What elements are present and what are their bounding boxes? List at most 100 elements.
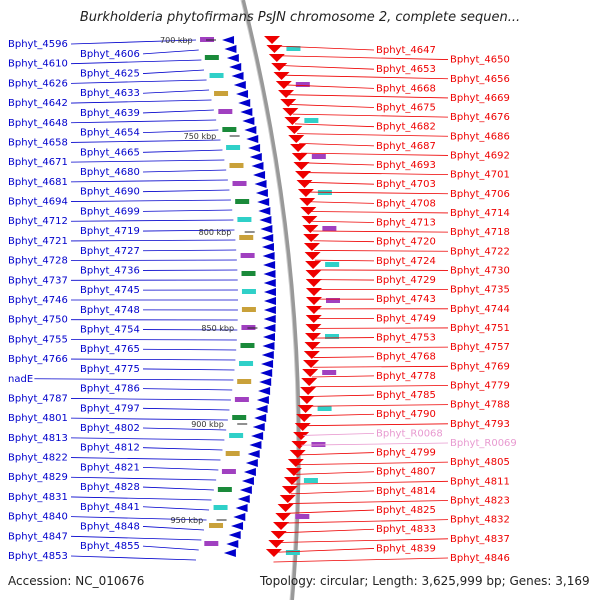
left-gene-label[interactable]: Bphyt_4787 <box>8 393 68 404</box>
left-gene-label[interactable]: Bphyt_4719 <box>80 226 140 237</box>
left-gene-label[interactable]: Bphyt_4633 <box>80 88 140 99</box>
right-gene-label[interactable]: Bphyt_4839 <box>376 543 436 554</box>
left-gene-label[interactable]: Bphyt_4690 <box>80 187 140 198</box>
right-gene-label[interactable]: Bphyt_4653 <box>376 64 436 75</box>
left-gene-label[interactable]: Bphyt_4748 <box>80 305 140 316</box>
left-gene-label[interactable]: Bphyt_4813 <box>8 433 68 444</box>
left-gene-label[interactable]: Bphyt_4658 <box>8 137 68 148</box>
right-gene-label[interactable]: Bphyt_4807 <box>376 467 436 478</box>
right-gene-label[interactable]: Bphyt_4744 <box>450 304 510 315</box>
right-gene-label[interactable]: Bphyt_4769 <box>450 361 510 372</box>
left-gene-label[interactable]: nadE <box>8 374 33 385</box>
left-gene-label[interactable]: Bphyt_4721 <box>8 236 68 247</box>
left-gene-label[interactable]: Bphyt_4642 <box>8 98 68 109</box>
left-gene-label[interactable]: Bphyt_4828 <box>80 482 140 493</box>
right-gene-label[interactable]: Bphyt_4686 <box>450 131 510 142</box>
right-gene-label[interactable]: Bphyt_4757 <box>450 342 510 353</box>
left-gene-label[interactable]: Bphyt_4802 <box>80 423 140 434</box>
left-gene-label[interactable]: Bphyt_4821 <box>80 462 140 473</box>
right-gene-label[interactable]: Bphyt_4675 <box>376 103 436 114</box>
right-gene-label[interactable]: Bphyt_4743 <box>376 294 436 305</box>
left-gene-label[interactable]: Bphyt_4681 <box>8 177 68 188</box>
left-gene-label[interactable]: Bphyt_4699 <box>80 206 140 217</box>
right-gene-label[interactable]: Bphyt_4682 <box>376 122 436 133</box>
right-gene-label[interactable]: Bphyt_4722 <box>450 246 510 257</box>
left-gene-label[interactable]: Bphyt_4745 <box>80 285 140 296</box>
right-gene-label[interactable]: Bphyt_4753 <box>376 333 436 344</box>
right-gene-label[interactable]: Bphyt_4790 <box>376 409 436 420</box>
left-gene-label[interactable]: Bphyt_4755 <box>8 334 68 345</box>
left-gene-label[interactable]: Bphyt_4855 <box>80 541 140 552</box>
right-gene-label[interactable]: Bphyt_4713 <box>376 218 436 229</box>
right-gene-label[interactable]: Bphyt_4846 <box>450 553 510 564</box>
left-gene-label[interactable]: Bphyt_4648 <box>8 118 68 129</box>
right-gene-label[interactable]: Bphyt_4837 <box>450 534 510 545</box>
right-gene-label[interactable]: Bphyt_4788 <box>450 400 510 411</box>
left-gene-label[interactable]: Bphyt_4786 <box>80 384 140 395</box>
right-gene-label[interactable]: Bphyt_4701 <box>450 170 510 181</box>
left-gene-label[interactable]: Bphyt_4626 <box>8 78 68 89</box>
right-gene-label[interactable]: Bphyt_4825 <box>376 505 436 516</box>
right-gene-label[interactable]: Bphyt_4650 <box>450 55 510 66</box>
right-gene-label[interactable]: Bphyt_4687 <box>376 141 436 152</box>
left-gene-label[interactable]: Bphyt_4841 <box>80 502 140 513</box>
right-gene-label[interactable]: Bphyt_4647 <box>376 45 436 56</box>
left-gene-label[interactable]: Bphyt_4765 <box>80 344 140 355</box>
left-gene-label[interactable]: Bphyt_4848 <box>80 521 140 532</box>
left-gene-label[interactable]: Bphyt_4853 <box>8 551 68 562</box>
right-gene-label[interactable]: Bphyt_4833 <box>376 524 436 535</box>
left-gene-label[interactable]: Bphyt_4775 <box>80 364 140 375</box>
left-gene-label[interactable]: Bphyt_4639 <box>80 108 140 119</box>
left-gene-label[interactable]: Bphyt_4831 <box>8 492 68 503</box>
right-gene-label[interactable]: Bphyt_4805 <box>450 457 510 468</box>
left-gene-label[interactable]: Bphyt_4829 <box>8 472 68 483</box>
left-gene-label[interactable]: Bphyt_4610 <box>8 59 68 70</box>
right-gene-label[interactable]: Bphyt_4811 <box>450 476 510 487</box>
left-gene-label[interactable]: Bphyt_4625 <box>80 69 140 80</box>
right-gene-label[interactable]: Bphyt_R0069 <box>450 438 517 449</box>
right-gene-label[interactable]: Bphyt_4693 <box>376 160 436 171</box>
left-gene-label[interactable]: Bphyt_4822 <box>8 453 68 464</box>
right-gene-label[interactable]: Bphyt_4724 <box>376 256 436 267</box>
left-gene-label[interactable]: Bphyt_4737 <box>8 275 68 286</box>
left-gene-label[interactable]: Bphyt_4654 <box>80 128 140 139</box>
left-gene-label[interactable]: Bphyt_4694 <box>8 197 68 208</box>
left-gene-label[interactable]: Bphyt_4736 <box>80 265 140 276</box>
left-gene-label[interactable]: Bphyt_4728 <box>8 256 68 267</box>
right-gene-label[interactable]: Bphyt_4703 <box>376 179 436 190</box>
right-gene-label[interactable]: Bphyt_4656 <box>450 74 510 85</box>
left-gene-label[interactable]: Bphyt_4812 <box>80 443 140 454</box>
right-gene-label[interactable]: Bphyt_4779 <box>450 380 510 391</box>
right-gene-label[interactable]: Bphyt_R0068 <box>376 428 443 439</box>
right-gene-label[interactable]: Bphyt_4692 <box>450 150 510 161</box>
left-gene-label[interactable]: Bphyt_4766 <box>8 354 68 365</box>
right-gene-label[interactable]: Bphyt_4668 <box>376 83 436 94</box>
right-gene-label[interactable]: Bphyt_4676 <box>450 112 510 123</box>
right-gene-label[interactable]: Bphyt_4708 <box>376 198 436 209</box>
right-gene-label[interactable]: Bphyt_4768 <box>376 352 436 363</box>
right-gene-label[interactable]: Bphyt_4778 <box>376 371 436 382</box>
right-gene-label[interactable]: Bphyt_4735 <box>450 285 510 296</box>
left-gene-label[interactable]: Bphyt_4680 <box>80 167 140 178</box>
right-gene-label[interactable]: Bphyt_4718 <box>450 227 510 238</box>
left-gene-label[interactable]: Bphyt_4712 <box>8 216 68 227</box>
right-gene-label[interactable]: Bphyt_4832 <box>450 515 510 526</box>
right-gene-label[interactable]: Bphyt_4751 <box>450 323 510 334</box>
left-gene-label[interactable]: Bphyt_4840 <box>8 512 68 523</box>
right-gene-label[interactable]: Bphyt_4720 <box>376 237 436 248</box>
left-gene-label[interactable]: Bphyt_4606 <box>80 49 140 60</box>
left-gene-label[interactable]: Bphyt_4727 <box>80 246 140 257</box>
right-gene-label[interactable]: Bphyt_4814 <box>376 486 436 497</box>
right-gene-label[interactable]: Bphyt_4793 <box>450 419 510 430</box>
left-gene-label[interactable]: Bphyt_4801 <box>8 413 68 424</box>
right-gene-label[interactable]: Bphyt_4730 <box>450 265 510 276</box>
right-gene-label[interactable]: Bphyt_4785 <box>376 390 436 401</box>
left-gene-label[interactable]: Bphyt_4750 <box>8 315 68 326</box>
left-gene-label[interactable]: Bphyt_4665 <box>80 147 140 158</box>
right-gene-label[interactable]: Bphyt_4706 <box>450 189 510 200</box>
right-gene-label[interactable]: Bphyt_4669 <box>450 93 510 104</box>
left-gene-label[interactable]: Bphyt_4671 <box>8 157 68 168</box>
right-gene-label[interactable]: Bphyt_4749 <box>376 313 436 324</box>
right-gene-label[interactable]: Bphyt_4714 <box>450 208 510 219</box>
left-gene-label[interactable]: Bphyt_4746 <box>8 295 68 306</box>
